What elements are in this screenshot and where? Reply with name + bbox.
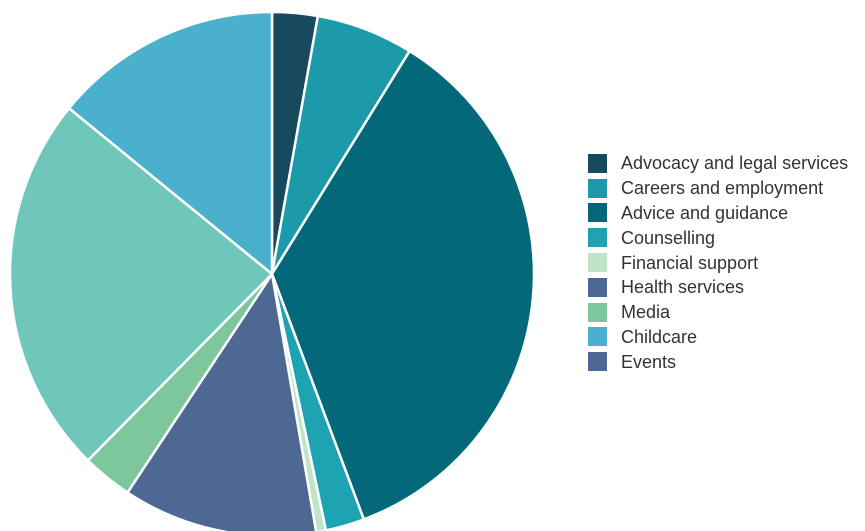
legend-swatch	[588, 203, 607, 223]
legend-swatch	[588, 228, 607, 248]
legend-swatch	[588, 277, 607, 297]
legend-item: Media	[588, 300, 848, 325]
legend-label: Childcare	[621, 326, 698, 347]
legend-item: Health services	[588, 275, 848, 300]
legend-swatch	[588, 302, 607, 322]
legend-item: Childcare	[588, 325, 848, 350]
pie-slice-segment-9	[8, 107, 274, 462]
legend-label: Media	[621, 302, 671, 323]
legend-swatch	[588, 253, 607, 273]
legend-item: Events	[588, 349, 848, 374]
legend-swatch	[588, 178, 607, 198]
legend-label: Financial support	[621, 252, 759, 273]
pie-slice-health-services	[126, 272, 318, 531]
legend-item: Careers and employment	[588, 176, 848, 201]
legend-item: Counselling	[588, 225, 848, 250]
legend-item: Financial support	[588, 250, 848, 275]
legend-label: Counselling	[621, 227, 716, 248]
legend-label: Events	[621, 351, 677, 372]
pie-slices	[8, 10, 536, 531]
pie-slice-advice-and-guidance	[270, 49, 536, 521]
legend-label: Advocacy and legal services	[621, 153, 849, 174]
legend-swatch	[588, 153, 607, 173]
legend-item: Advocacy and legal services	[588, 151, 848, 176]
legend-swatch	[588, 352, 607, 372]
pie-slice-financial-support	[270, 272, 328, 531]
legend-item: Advice and guidance	[588, 201, 848, 226]
chart-legend: Advocacy and legal services Careers and e…	[588, 151, 848, 374]
legend-label: Advice and guidance	[621, 202, 789, 223]
legend-label: Health services	[621, 277, 745, 298]
pie-slice-segment-10	[67, 10, 274, 276]
legend-swatch	[588, 327, 607, 347]
legend-label: Careers and employment	[621, 178, 824, 199]
